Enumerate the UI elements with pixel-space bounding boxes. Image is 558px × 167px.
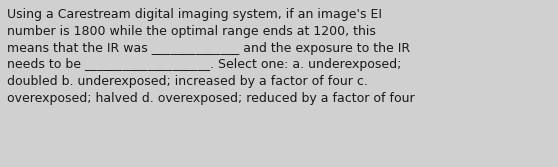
- Text: Using a Carestream digital imaging system, if an image's EI
number is 1800 while: Using a Carestream digital imaging syste…: [7, 8, 415, 105]
